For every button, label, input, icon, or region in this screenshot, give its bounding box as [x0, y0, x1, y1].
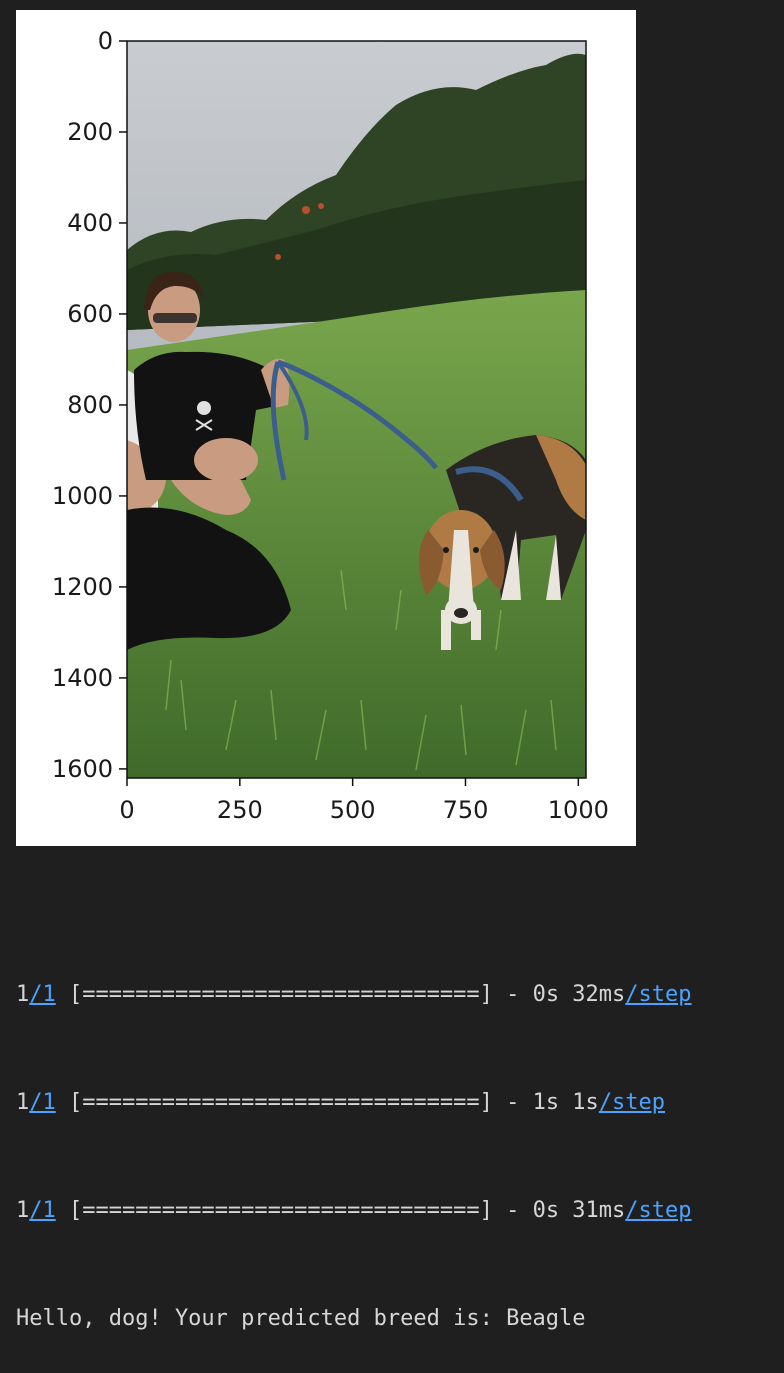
- progress-bar-text: [==============================] - 0s 32…: [55, 982, 626, 1007]
- y-tick-label: 400: [67, 209, 113, 237]
- step-unit-link[interactable]: /step: [625, 1198, 692, 1223]
- y-tick-label: 800: [67, 391, 113, 419]
- progress-line-2: 1/1 [==============================] - 1…: [16, 1085, 776, 1121]
- progress-line-1: 1/1 [==============================] - 0…: [16, 977, 776, 1013]
- y-tick-label: 1200: [52, 573, 113, 601]
- step-current: 1: [16, 982, 30, 1007]
- step-total-link[interactable]: /1: [29, 1198, 56, 1223]
- photo-image: [127, 41, 586, 778]
- x-tick-label: 750: [443, 796, 489, 824]
- image-plot: 0 200 400 600 800 1000 1200 1400 1600 0 250 500 750…: [52, 27, 609, 824]
- x-tick-label: 1000: [548, 796, 609, 824]
- step-unit-link[interactable]: /step: [598, 1090, 666, 1115]
- console-output: 1/1 [==============================] - 0…: [16, 905, 776, 1373]
- prediction-line: Hello, dog! Your predicted breed is: Bea…: [16, 1306, 586, 1331]
- progress-bar-text: [==============================] - 1s 1s: [55, 1090, 599, 1115]
- y-tick-label: 200: [67, 118, 113, 146]
- x-tick-label: 500: [330, 796, 376, 824]
- x-axis: 0 250 500 750 1000: [119, 778, 609, 824]
- step-total-link[interactable]: /1: [29, 1090, 56, 1115]
- y-axis: 0 200 400 600 800 1000 1200 1400 1600: [52, 27, 127, 783]
- progress-bar-text: [==============================] - 0s 31…: [55, 1198, 626, 1223]
- y-tick-label: 1400: [52, 664, 113, 692]
- x-tick-label: 250: [217, 796, 263, 824]
- axes-frame: [126, 40, 587, 779]
- step-total-link[interactable]: /1: [29, 982, 56, 1007]
- x-tick-label: 0: [119, 796, 134, 824]
- y-tick-label: 1000: [52, 482, 113, 510]
- y-tick-label: 600: [67, 300, 113, 328]
- step-current: 1: [16, 1198, 30, 1223]
- y-tick-label: 0: [98, 27, 113, 55]
- matplotlib-figure: 0 200 400 600 800 1000 1200 1400 1600 0 250 500 750…: [16, 10, 636, 846]
- y-tick-label: 1600: [52, 755, 113, 783]
- step-unit-link[interactable]: /step: [625, 982, 692, 1007]
- step-current: 1: [16, 1090, 30, 1115]
- progress-line-3: 1/1 [==============================] - 0…: [16, 1193, 776, 1229]
